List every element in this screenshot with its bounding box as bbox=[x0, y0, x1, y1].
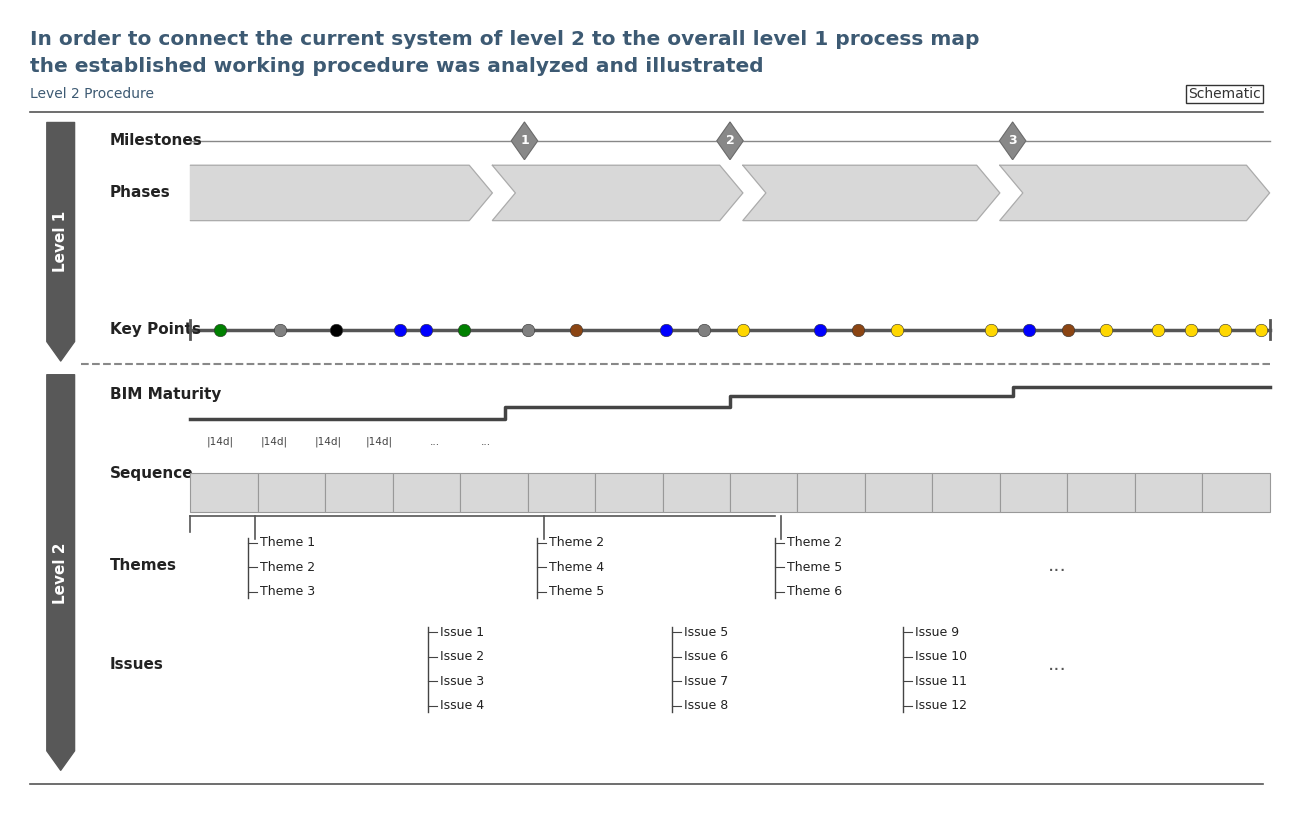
Text: Schematic: Schematic bbox=[1188, 87, 1261, 101]
Text: Issue 2: Issue 2 bbox=[440, 650, 484, 663]
Bar bbox=[528, 473, 595, 512]
Text: Issue 9: Issue 9 bbox=[915, 626, 959, 639]
Text: Issue 10: Issue 10 bbox=[915, 650, 967, 663]
Text: |14d|: |14d| bbox=[314, 436, 341, 447]
Text: Milestones: Milestones bbox=[110, 133, 202, 148]
Text: BIM Maturity: BIM Maturity bbox=[110, 387, 221, 402]
Bar bbox=[731, 473, 798, 512]
Text: 2: 2 bbox=[725, 134, 734, 147]
Text: Issues: Issues bbox=[110, 658, 163, 672]
Text: ...: ... bbox=[481, 437, 491, 447]
Text: Sequence: Sequence bbox=[110, 466, 193, 481]
FancyArrowPatch shape bbox=[47, 122, 75, 361]
Polygon shape bbox=[190, 165, 493, 220]
Bar bbox=[932, 473, 999, 512]
Text: Theme 5: Theme 5 bbox=[548, 585, 604, 598]
Bar bbox=[1202, 473, 1270, 512]
Text: Issue 7: Issue 7 bbox=[684, 675, 728, 688]
Text: Level 1: Level 1 bbox=[53, 211, 69, 272]
Text: Issue 5: Issue 5 bbox=[684, 626, 728, 639]
Text: |14d|: |14d| bbox=[366, 436, 393, 447]
Text: Phases: Phases bbox=[110, 186, 171, 201]
Text: Issue 3: Issue 3 bbox=[440, 675, 484, 688]
Text: 3: 3 bbox=[1009, 134, 1016, 147]
Bar bbox=[393, 473, 460, 512]
Bar bbox=[595, 473, 662, 512]
Bar bbox=[460, 473, 528, 512]
Text: Theme 4: Theme 4 bbox=[548, 561, 604, 574]
Text: Themes: Themes bbox=[110, 558, 177, 573]
Text: 1: 1 bbox=[520, 134, 529, 147]
FancyArrowPatch shape bbox=[47, 375, 75, 770]
Bar bbox=[662, 473, 731, 512]
Text: Issue 12: Issue 12 bbox=[915, 699, 967, 712]
Polygon shape bbox=[743, 165, 999, 220]
Text: Issue 4: Issue 4 bbox=[440, 699, 484, 712]
Text: |14d|: |14d| bbox=[207, 436, 234, 447]
Text: the established working procedure was analyzed and illustrated: the established working procedure was an… bbox=[30, 57, 763, 76]
Text: Theme 5: Theme 5 bbox=[786, 561, 842, 574]
Polygon shape bbox=[493, 165, 743, 220]
Text: Theme 6: Theme 6 bbox=[786, 585, 842, 598]
Text: Issue 6: Issue 6 bbox=[684, 650, 728, 663]
Text: ...: ... bbox=[1049, 556, 1067, 575]
Text: ...: ... bbox=[1049, 655, 1067, 674]
Bar bbox=[326, 473, 393, 512]
Polygon shape bbox=[716, 122, 743, 159]
Text: ...: ... bbox=[429, 437, 440, 447]
Bar bbox=[1135, 473, 1202, 512]
Bar bbox=[1067, 473, 1135, 512]
Text: Theme 3: Theme 3 bbox=[260, 585, 315, 598]
Text: Level 2: Level 2 bbox=[53, 543, 69, 604]
Text: In order to connect the current system of level 2 to the overall level 1 process: In order to connect the current system o… bbox=[30, 30, 979, 49]
Text: Key Points: Key Points bbox=[110, 322, 200, 337]
Bar bbox=[257, 473, 326, 512]
Bar bbox=[999, 473, 1067, 512]
Text: Theme 2: Theme 2 bbox=[260, 561, 315, 574]
Text: Issue 8: Issue 8 bbox=[684, 699, 728, 712]
Text: Level 2 Procedure: Level 2 Procedure bbox=[30, 87, 154, 101]
Polygon shape bbox=[999, 165, 1270, 220]
Bar bbox=[798, 473, 865, 512]
Bar bbox=[865, 473, 932, 512]
Polygon shape bbox=[511, 122, 538, 159]
Text: Issue 1: Issue 1 bbox=[440, 626, 484, 639]
Text: |14d|: |14d| bbox=[260, 436, 287, 447]
Text: Theme 2: Theme 2 bbox=[786, 536, 842, 549]
Text: Theme 2: Theme 2 bbox=[548, 536, 604, 549]
Text: Issue 11: Issue 11 bbox=[915, 675, 967, 688]
Text: Theme 1: Theme 1 bbox=[260, 536, 315, 549]
Polygon shape bbox=[999, 122, 1025, 159]
Bar bbox=[190, 473, 257, 512]
